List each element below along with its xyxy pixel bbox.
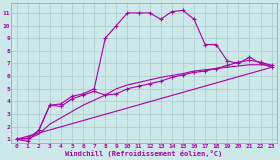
X-axis label: Windchill (Refroidissement éolien,°C): Windchill (Refroidissement éolien,°C)	[66, 150, 223, 157]
